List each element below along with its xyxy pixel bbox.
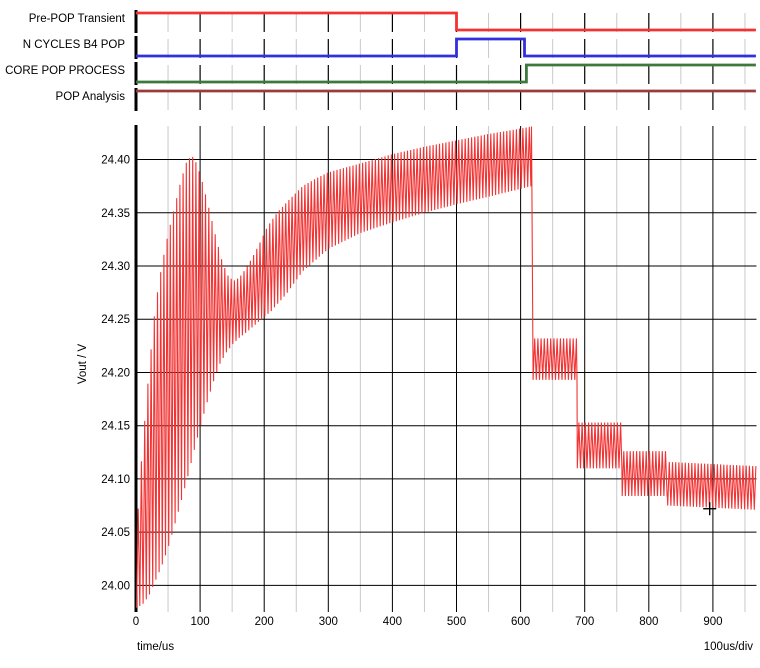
y-tick-label: 24.00 — [101, 580, 130, 592]
vout-trace — [136, 126, 757, 608]
x-tick-label: 800 — [639, 616, 658, 628]
x-tick-label: 600 — [511, 616, 530, 628]
x-tick-label: 900 — [703, 616, 722, 628]
y-tick-label: 24.20 — [101, 367, 130, 379]
x-axis-label: time/us — [137, 641, 175, 653]
x-scale-per-div-label: 100us/div — [703, 641, 753, 653]
y-tick-label: 24.25 — [101, 314, 130, 326]
digital-trace-0 — [136, 11, 756, 32]
x-tick-label: 500 — [447, 616, 466, 628]
x-tick-label: 0 — [133, 616, 139, 628]
x-tick-label: 400 — [383, 616, 402, 628]
x-tick-label: 100 — [191, 616, 210, 628]
cursor-crosshair[interactable] — [703, 502, 717, 516]
y-tick-label: 24.35 — [101, 208, 130, 220]
trace-label-n-cycles-b4-pop[interactable]: N CYCLES B4 POP — [22, 39, 125, 51]
y-axis-label: Vout / V — [77, 343, 89, 385]
trace-label-pop-analysis[interactable]: POP Analysis — [55, 91, 125, 103]
digital-trace-1 — [136, 37, 756, 58]
y-tick-label: 24.05 — [101, 527, 130, 539]
x-tick-label: 700 — [575, 616, 594, 628]
y-tick-label: 24.10 — [101, 474, 130, 486]
digital-trace-2 — [136, 63, 756, 84]
trace-label-pre-pop-transient[interactable]: Pre-POP Transient — [28, 13, 125, 25]
y-tick-label: 24.30 — [101, 261, 130, 273]
y-tick-label: 24.40 — [101, 155, 130, 167]
y-tick-label: 24.15 — [101, 421, 130, 433]
x-tick-label: 200 — [255, 616, 274, 628]
x-tick-label: 300 — [319, 616, 338, 628]
trace-label-core-pop-process[interactable]: CORE POP PROCESS — [5, 65, 125, 77]
